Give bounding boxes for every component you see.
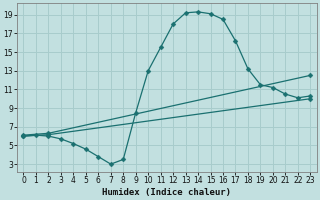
X-axis label: Humidex (Indice chaleur): Humidex (Indice chaleur) xyxy=(102,188,231,197)
